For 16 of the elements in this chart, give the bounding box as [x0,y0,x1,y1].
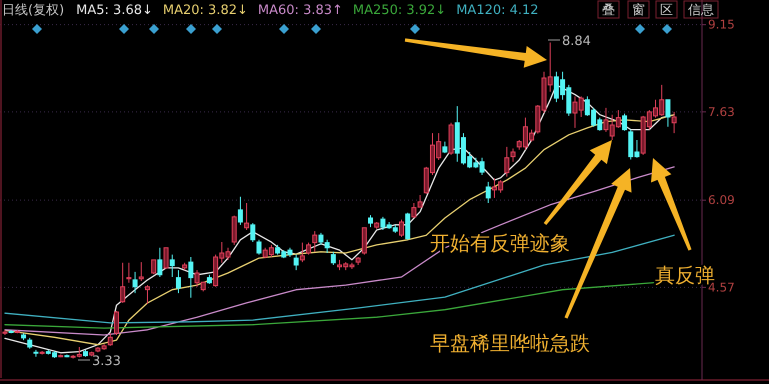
y-tick-label: 9.15 [708,18,735,32]
annotation: 8.84 [562,34,591,49]
annotation: 区 [660,3,673,18]
y-tick-label: 6.09 [708,193,735,208]
text: 信息 [688,3,714,18]
text: MA60: 3.83↑ [258,3,343,18]
y-tick-label: 7.63 [708,104,735,119]
text: MA20: 3.82↓ [162,3,248,18]
text: MA250: 3.92↓ [352,3,446,18]
chart-title: 日线(复权) [2,3,64,18]
text: MA120: 4.12 [456,3,539,18]
annotation: 3.33 [92,354,121,369]
annotation: 叠 [602,3,615,18]
annotation: 早盘稀里哗啦急跌 [430,331,590,355]
annotation: 窗 [632,2,645,18]
text: MA5: 3.68↓ [76,3,153,18]
